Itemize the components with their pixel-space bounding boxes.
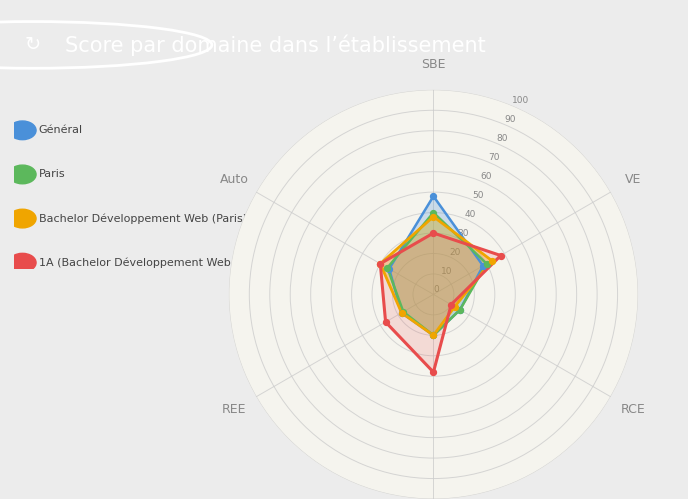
- Point: [382, 264, 393, 272]
- Text: 1A (Bachelor Développement Web - Paris): 1A (Bachelor Développement Web - Paris): [39, 257, 272, 268]
- Point: [384, 265, 395, 273]
- Point: [428, 209, 439, 217]
- Text: Score par domaine dans l’établissement: Score par domaine dans l’établissement: [65, 34, 486, 56]
- Text: Général: Général: [39, 125, 83, 135]
- Text: Paris: Paris: [39, 170, 65, 180]
- Text: Bachelor Développement Web (Paris): Bachelor Développement Web (Paris): [39, 213, 247, 224]
- Circle shape: [9, 165, 36, 184]
- Point: [495, 251, 506, 259]
- Circle shape: [9, 121, 36, 140]
- Point: [428, 192, 439, 200]
- Point: [396, 309, 407, 317]
- Polygon shape: [380, 233, 501, 372]
- Point: [428, 213, 439, 221]
- Point: [380, 318, 391, 326]
- Point: [449, 303, 460, 311]
- Point: [481, 260, 492, 268]
- Point: [428, 229, 439, 237]
- Polygon shape: [387, 213, 486, 335]
- Point: [455, 306, 466, 314]
- Point: [398, 308, 409, 316]
- Point: [375, 260, 386, 268]
- Point: [428, 331, 439, 339]
- Point: [428, 368, 439, 376]
- Polygon shape: [380, 217, 492, 335]
- Point: [446, 300, 457, 308]
- Point: [455, 306, 466, 314]
- Point: [486, 256, 497, 264]
- Circle shape: [9, 253, 36, 272]
- Circle shape: [9, 209, 36, 228]
- Point: [396, 309, 407, 317]
- Point: [428, 331, 439, 339]
- Point: [375, 260, 386, 268]
- Point: [477, 262, 488, 270]
- Point: [428, 331, 439, 339]
- Text: ↻: ↻: [25, 35, 41, 54]
- Polygon shape: [389, 196, 483, 335]
